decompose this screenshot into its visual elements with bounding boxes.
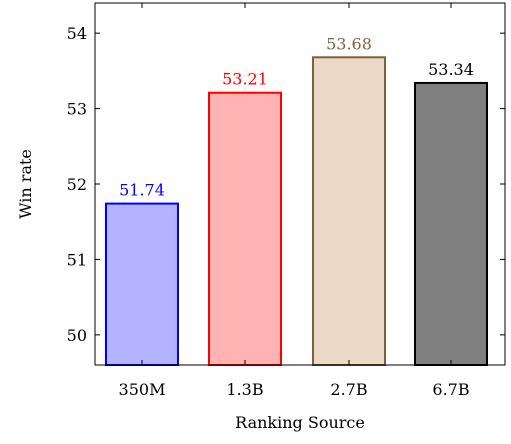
bar-1.3B	[208, 91, 282, 367]
x-ticks-layer: 350M 1.3B 2.7B 6.7B	[119, 3, 470, 399]
data-label: 53.68	[326, 34, 372, 53]
y-tick-label: 52	[67, 175, 87, 194]
x-tick-label: 6.7B	[432, 380, 469, 399]
bar-350M	[105, 202, 179, 366]
x-axis-label: Ranking Source	[235, 413, 365, 432]
bar-6.7B	[414, 81, 488, 366]
y-axis-label: Win rate	[16, 149, 35, 219]
y-tick-label: 50	[67, 326, 87, 345]
bars-layer	[105, 56, 488, 367]
x-tick-label: 2.7B	[330, 380, 367, 399]
y-tick-label: 54	[67, 24, 87, 43]
x-tick-label: 1.3B	[226, 380, 263, 399]
y-tick-label: 51	[67, 250, 87, 269]
x-tick-label: 350M	[119, 380, 166, 399]
data-label: 51.74	[119, 181, 165, 200]
data-labels-layer: 51.74 53.21 53.68 53.34	[119, 34, 474, 199]
bar-2.7B	[312, 56, 386, 367]
y-tick-label: 53	[67, 100, 87, 119]
data-label: 53.34	[428, 60, 474, 79]
y-ticks-layer: 50 51 52 53 54	[67, 24, 505, 345]
data-label: 53.21	[222, 70, 268, 89]
